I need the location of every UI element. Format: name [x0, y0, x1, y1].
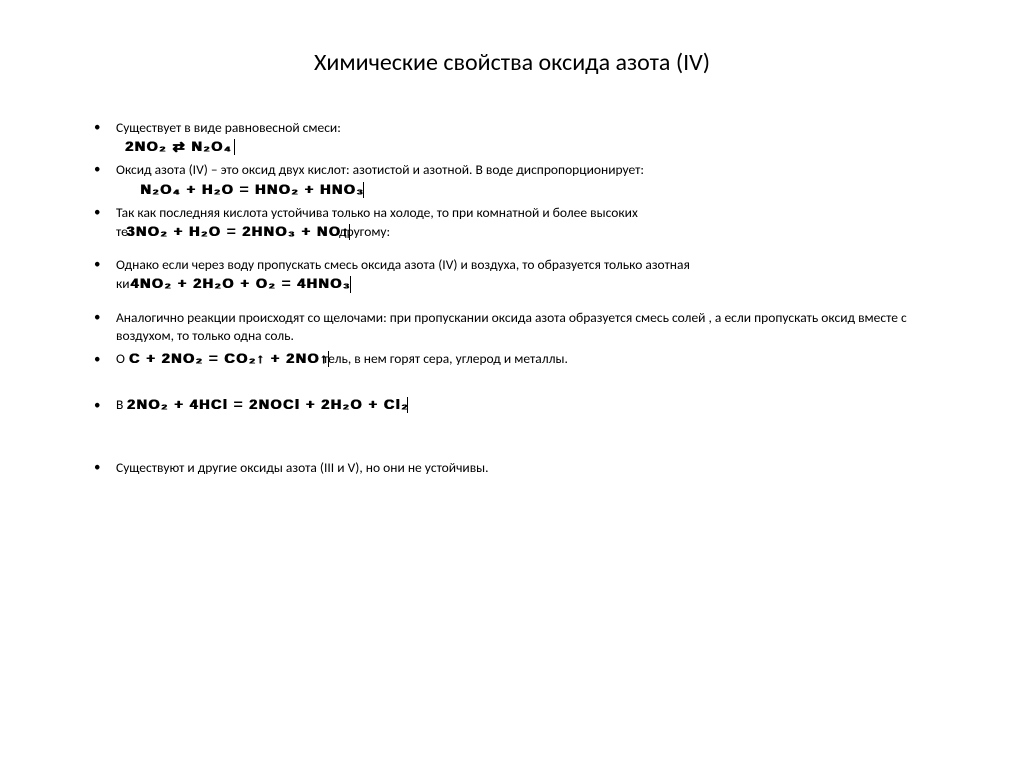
formula-overlay: C + 2NO₂ = CO₂↑ + 2NO↑ — [134, 351, 329, 367]
bullet-item: Существуют и другие оксиды азота (III и … — [88, 459, 944, 477]
slide: Химические свойства оксида азота (IV) Су… — [0, 0, 1024, 768]
line2-prefix: ки — [116, 275, 130, 292]
formula-overlay: N₂O₄ + H₂O = HNO₂ + HNO₃ — [146, 182, 364, 198]
bullet-item: Аналогично реакции происходят со щелочам… — [88, 309, 944, 345]
formula-row: N2O4 + H2O = HNO2 + HNO3 N₂O₄ + H₂O = HN… — [116, 182, 944, 198]
bullet-text: Оксид азота (IV) – это оксид двух кислот… — [116, 161, 644, 178]
bullet-item: ООксид азота (IV) – сильный окислитель, … — [88, 351, 944, 391]
formula: N₂O₄ + H₂O = HNO₂ + HNO₃ — [146, 182, 364, 198]
line-prefix: В — [116, 396, 123, 413]
bullet-text: Однако если через воду пропускать смесь … — [116, 256, 690, 273]
formula-row: тетемпературах реакция протекает по-друг… — [116, 224, 944, 240]
bullet-text: Существует в виде равновесной смеси: — [116, 119, 341, 136]
bullet-list: Существует в виде равновесной смеси: . 2… — [80, 119, 944, 478]
bullet-item: Так как последняя кислота устойчива толь… — [88, 204, 944, 250]
formula: C + 2NO₂ = CO₂↑ + 2NO↑ — [134, 351, 329, 367]
formula-overlay: 4NO₂ + 2H₂O + O₂ = 4HNO₃ — [136, 276, 351, 292]
formula: 2NO₂ + 4HCl = 2NOCl + 2H₂O + Cl₂ — [134, 397, 408, 413]
formula-row: ООксид азота (IV) – сильный окислитель, … — [116, 351, 944, 367]
bullet-item: Существует в виде равновесной смеси: . 2… — [88, 119, 944, 155]
formula-overlay: 2NO₂ ⇄ N₂O₄ — [128, 139, 235, 155]
formula: 2NO₂ ⇄ N₂O₄ — [128, 139, 235, 155]
bullet-item: Оксид азота (IV) – это оксид двух кислот… — [88, 161, 944, 197]
formula-overlay: 2NO₂ + 4HCl = 2NOCl + 2H₂O + Cl₂ — [134, 397, 408, 413]
line-prefix: О — [116, 350, 125, 367]
formula-row: кикислота: 4NO2 + 2H2O + O2 = 4HNO3 4NO₂… — [116, 276, 944, 292]
formula: 4NO₂ + 2H₂O + O₂ = 4HNO₃ — [136, 276, 351, 292]
slide-title: Химические свойства оксида азота (IV) — [80, 48, 944, 77]
line-suffix: тель, в нем горят сера, углерод и металл… — [323, 350, 568, 367]
formula-row: ВВосстановительные свойства: 2NO2 + 4HCl… — [116, 397, 944, 413]
bullet-text: Так как последняя кислота устойчива толь… — [116, 204, 638, 221]
bullet-text: Аналогично реакции происходят со щелочам… — [116, 309, 907, 344]
bullet-item: Однако если через воду пропускать смесь … — [88, 256, 944, 302]
bullet-text: Существуют и другие оксиды азота (III и … — [116, 459, 489, 476]
formula-row: . 2NO2 ⇄ N2O4 2NO₂ ⇄ N₂O₄ — [116, 139, 944, 155]
bullet-item: ВВосстановительные свойства: 2NO2 + 4HCl… — [88, 397, 944, 453]
formula-overlay: 3NO₂ + H₂O = 2HNO₃ + NO↑ — [132, 224, 350, 240]
formula: 3NO₂ + H₂O = 2HNO₃ + NO↑ — [132, 224, 350, 240]
